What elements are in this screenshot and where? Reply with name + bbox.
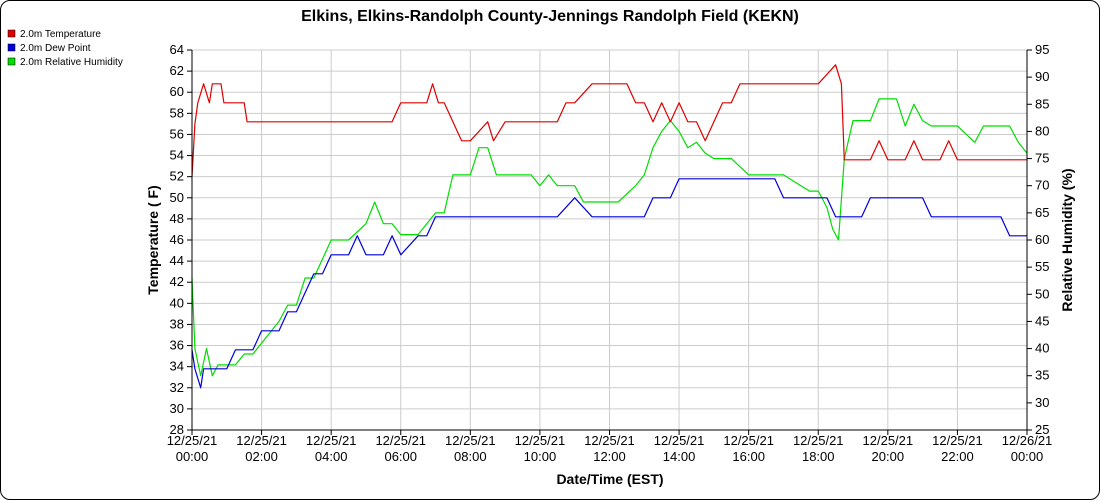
x-tick-label-date: 12/26/21	[1002, 433, 1053, 448]
y-left-tick-label: 50	[170, 190, 184, 205]
x-tick-label-time: 20:00	[872, 449, 905, 464]
x-tick-label-date: 12/25/21	[167, 433, 218, 448]
x-tick-label-time: 00:00	[176, 449, 209, 464]
x-tick-label-time: 12:00	[593, 449, 626, 464]
y-right-tick-label: 25	[1035, 422, 1049, 437]
y-left-tick-label: 32	[170, 380, 184, 395]
x-tick-label-time: 14:00	[663, 449, 696, 464]
y-right-tick-label: 35	[1035, 368, 1049, 383]
legend-swatch-2-0m-dew-point	[7, 43, 16, 52]
y-left-tick-label: 40	[170, 295, 184, 310]
legend-label-2-0m-dew-point: 2.0m Dew Point	[20, 43, 91, 54]
x-tick-label-time: 10:00	[524, 449, 557, 464]
x-tick-label-time: 16:00	[732, 449, 765, 464]
y-left-tick-label: 52	[170, 169, 184, 184]
x-axis-title: Date/Time (EST)	[556, 471, 663, 487]
x-tick-label-date: 12/25/21	[375, 433, 426, 448]
axes: 28 30 32 34 36 38 40 42 44 46 48 50 52 54 56 58 60 62 64 25…	[167, 42, 1053, 464]
y-right-tick-label: 50	[1035, 286, 1049, 301]
legend-swatch-2-0m-temperature	[7, 29, 16, 38]
legend-label-2-0m-temperature: 2.0m Temperature	[20, 29, 101, 40]
y-left-tick-label: 44	[170, 253, 184, 268]
x-tick-label-date: 12/25/21	[932, 433, 983, 448]
y-right-tick-label: 30	[1035, 395, 1049, 410]
series-layer	[191, 64, 1028, 389]
x-tick-label-date: 12/25/21	[793, 433, 844, 448]
y-left-tick-label: 48	[170, 211, 184, 226]
y-left-tick-label: 64	[170, 42, 184, 57]
y-right-tick-label: 65	[1035, 205, 1049, 220]
y-left-tick-label: 62	[170, 63, 184, 78]
x-tick-label-time: 02:00	[245, 449, 278, 464]
x-tick-label-date: 12/25/21	[654, 433, 705, 448]
x-tick-label-date: 12/25/21	[236, 433, 287, 448]
x-tick-label-time: 22:00	[941, 449, 974, 464]
legend-label-2-0m-relative-humidity: 2.0m Relative Humidity	[20, 57, 123, 68]
y-left-tick-label: 42	[170, 274, 184, 289]
y-right-tick-label: 95	[1035, 42, 1049, 57]
y-left-tick-label: 54	[170, 148, 184, 163]
series-line-2-0m-temperature	[191, 64, 1027, 177]
y-left-tick-label: 34	[170, 359, 184, 374]
x-tick-label-date: 12/25/21	[445, 433, 496, 448]
x-tick-label-date: 12/25/21	[306, 433, 357, 448]
x-tick-label-time: 06:00	[384, 449, 417, 464]
x-tick-label-time: 00:00	[1011, 449, 1044, 464]
y-right-tick-label: 90	[1035, 69, 1049, 84]
y-axis-left-title: Temperature ( F)	[145, 185, 161, 294]
grid	[191, 49, 1028, 431]
y-left-tick-label: 46	[170, 232, 184, 247]
y-left-tick-label: 36	[170, 338, 184, 353]
series-line-2-0m-relative-humidity	[191, 98, 1028, 377]
y-left-tick-label: 38	[170, 316, 184, 331]
x-tick-label-date: 12/25/21	[515, 433, 566, 448]
y-right-tick-label: 85	[1035, 96, 1049, 111]
y-right-tick-label: 55	[1035, 259, 1049, 274]
x-tick-label-date: 12/25/21	[723, 433, 774, 448]
y-left-tick-label: 60	[170, 84, 184, 99]
y-right-tick-label: 70	[1035, 178, 1049, 193]
x-tick-label-time: 08:00	[454, 449, 487, 464]
y-right-tick-label: 45	[1035, 313, 1049, 328]
legend-swatch-2-0m-relative-humidity	[7, 57, 16, 66]
x-tick-label-time: 18:00	[802, 449, 835, 464]
y-left-tick-label: 30	[170, 401, 184, 416]
x-tick-label-date: 12/25/21	[584, 433, 635, 448]
y-left-tick-label: 28	[170, 422, 184, 437]
y-right-tick-label: 40	[1035, 341, 1049, 356]
y-right-tick-label: 60	[1035, 232, 1049, 247]
x-tick-label-date: 12/25/21	[863, 433, 914, 448]
y-right-tick-label: 75	[1035, 151, 1049, 166]
series-line-2-0m-dew-point	[191, 178, 1027, 389]
x-tick-label-time: 04:00	[315, 449, 348, 464]
y-left-tick-label: 58	[170, 105, 184, 120]
y-left-tick-label: 56	[170, 126, 184, 141]
chart-title: Elkins, Elkins-Randolph County-Jennings …	[301, 8, 799, 25]
y-axis-right-title: Relative Humidity (%)	[1059, 168, 1075, 311]
legend: 2.0m Temperature 2.0m Dew Point 2.0m Relat…	[7, 29, 123, 68]
y-right-tick-label: 80	[1035, 123, 1049, 138]
